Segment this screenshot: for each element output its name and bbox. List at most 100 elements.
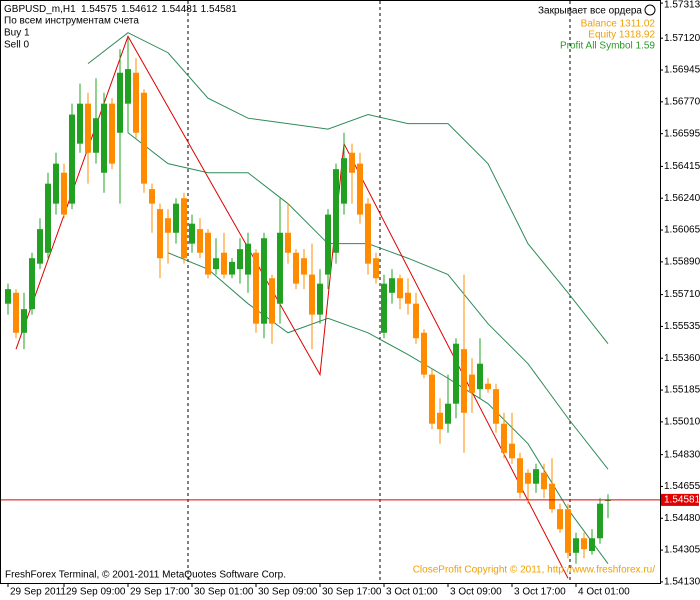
- candle-body: [421, 332, 427, 375]
- y-tick-label: 1.56770: [664, 96, 700, 107]
- candle-body: [237, 249, 243, 270]
- sell-count: Sell 0: [4, 40, 29, 51]
- last-high: 1.54612: [121, 4, 158, 15]
- candle-body: [405, 292, 411, 304]
- candle-body: [565, 509, 571, 553]
- candle-body: [349, 152, 355, 173]
- x-tick-label: 29 Sep 2011: [10, 587, 66, 598]
- x-tick-label: 30 Sep 17:00: [322, 587, 382, 598]
- candle-body: [21, 309, 27, 333]
- candle-body: [253, 252, 259, 324]
- plot: [5, 32, 611, 579]
- smiley-icon: [644, 4, 656, 16]
- candle-body: [189, 223, 195, 244]
- x-tick-label: 29 Sep 17:00: [130, 587, 190, 598]
- y-tick-label: 1.56415: [664, 161, 700, 172]
- candle-body: [525, 472, 531, 484]
- candle-body: [517, 458, 523, 493]
- candle-body: [77, 103, 83, 144]
- candle-body: [445, 403, 451, 424]
- candle-body: [5, 289, 11, 304]
- candle-body: [213, 258, 219, 270]
- candle-body: [181, 198, 187, 259]
- candle-body: [373, 258, 379, 279]
- mode-label: По всем инструментам счета: [4, 16, 139, 27]
- close-all-title: Закрывает все ордера: [538, 6, 642, 17]
- candle-body: [357, 163, 363, 215]
- candle-body: [285, 232, 291, 253]
- y-tick-label: 1.54655: [664, 481, 700, 492]
- y-tick-label: 1.54130: [664, 577, 700, 588]
- candle-body: [341, 158, 347, 204]
- candle-body: [581, 538, 587, 550]
- x-tick-label: 3 Oct 01:00: [386, 587, 438, 598]
- candle-body: [309, 274, 315, 315]
- candle-body: [165, 218, 171, 233]
- symbol-line: GBPUSD_m,H1 1.54575 1.54612 1.54481 1.54581: [4, 4, 237, 15]
- indicator-line: [87, 32, 609, 344]
- y-tick-label: 1.55535: [664, 321, 700, 332]
- candle-body: [229, 261, 235, 275]
- y-tick-label: 1.56595: [664, 128, 700, 139]
- profit: Profit All Symbol 1.59: [560, 41, 655, 52]
- candle-body: [221, 252, 227, 275]
- candle-body: [29, 258, 35, 310]
- y-tick-label: 1.54305: [664, 545, 700, 556]
- candle-body: [549, 483, 555, 510]
- balance: Balance 1311.02: [581, 19, 656, 30]
- candle-body: [461, 349, 467, 413]
- last-low: 1.54481: [161, 4, 198, 15]
- buy-count: Buy 1: [4, 28, 30, 39]
- candle-body: [205, 232, 211, 275]
- candle-body: [397, 278, 403, 299]
- candle-body: [437, 412, 443, 430]
- candle-body: [101, 103, 107, 173]
- x-tick-label: 3 Oct 09:00: [450, 587, 502, 598]
- plot-frame: [0, 0, 661, 584]
- candle-body: [45, 183, 51, 253]
- candle-body: [477, 363, 483, 390]
- current-price-box: [661, 493, 699, 506]
- candle-body: [557, 509, 563, 530]
- y-tick-label: 1.55010: [664, 417, 700, 428]
- y-tick-label: 1.55890: [664, 256, 700, 267]
- candle-body: [589, 538, 595, 551]
- x-tick-label: 4 Oct 01:00: [578, 587, 630, 598]
- candle-body: [469, 374, 475, 393]
- candle-body: [317, 283, 323, 315]
- candle-body: [501, 423, 507, 453]
- y-tick-label: 1.56065: [664, 225, 700, 236]
- y-tick-label: 1.56240: [664, 193, 700, 204]
- script-copyright: CloseProfit Copyright © 2011, http://www…: [413, 565, 656, 576]
- last-close: 1.54581: [201, 4, 238, 15]
- candle-body: [533, 469, 539, 484]
- y-tick-label: 1.54830: [664, 449, 700, 460]
- current-price-label: 1.54581: [664, 495, 700, 506]
- candle-body: [485, 383, 491, 390]
- candle-body: [149, 189, 155, 204]
- candle-body: [413, 303, 419, 339]
- x-tick-label: 30 Sep 09:00: [258, 587, 318, 598]
- candle-body: [133, 72, 139, 133]
- y-tick-label: 1.56945: [664, 65, 700, 76]
- candle-body: [333, 169, 339, 253]
- candle-body: [325, 214, 331, 275]
- candle-body: [93, 118, 99, 153]
- candle-body: [125, 69, 131, 104]
- x-tick-label: 30 Sep 01:00: [194, 587, 254, 598]
- equity: Equity 1318.92: [588, 30, 655, 41]
- symbol: GBPUSD_m,H1: [4, 4, 76, 15]
- x-tick-label: 3 Oct 17:00: [514, 587, 566, 598]
- y-tick-label: 1.57313: [664, 0, 700, 11]
- candle-body: [605, 499, 611, 501]
- candle-body: [61, 172, 67, 215]
- candle-body: [381, 283, 387, 333]
- candle-body: [173, 203, 179, 233]
- candle-body: [573, 538, 579, 553]
- candle-body: [53, 163, 59, 204]
- candle-body: [13, 292, 19, 333]
- candle-body: [37, 229, 43, 264]
- last-open: 1.54575: [81, 4, 118, 15]
- y-tick-label: 1.55360: [664, 353, 700, 364]
